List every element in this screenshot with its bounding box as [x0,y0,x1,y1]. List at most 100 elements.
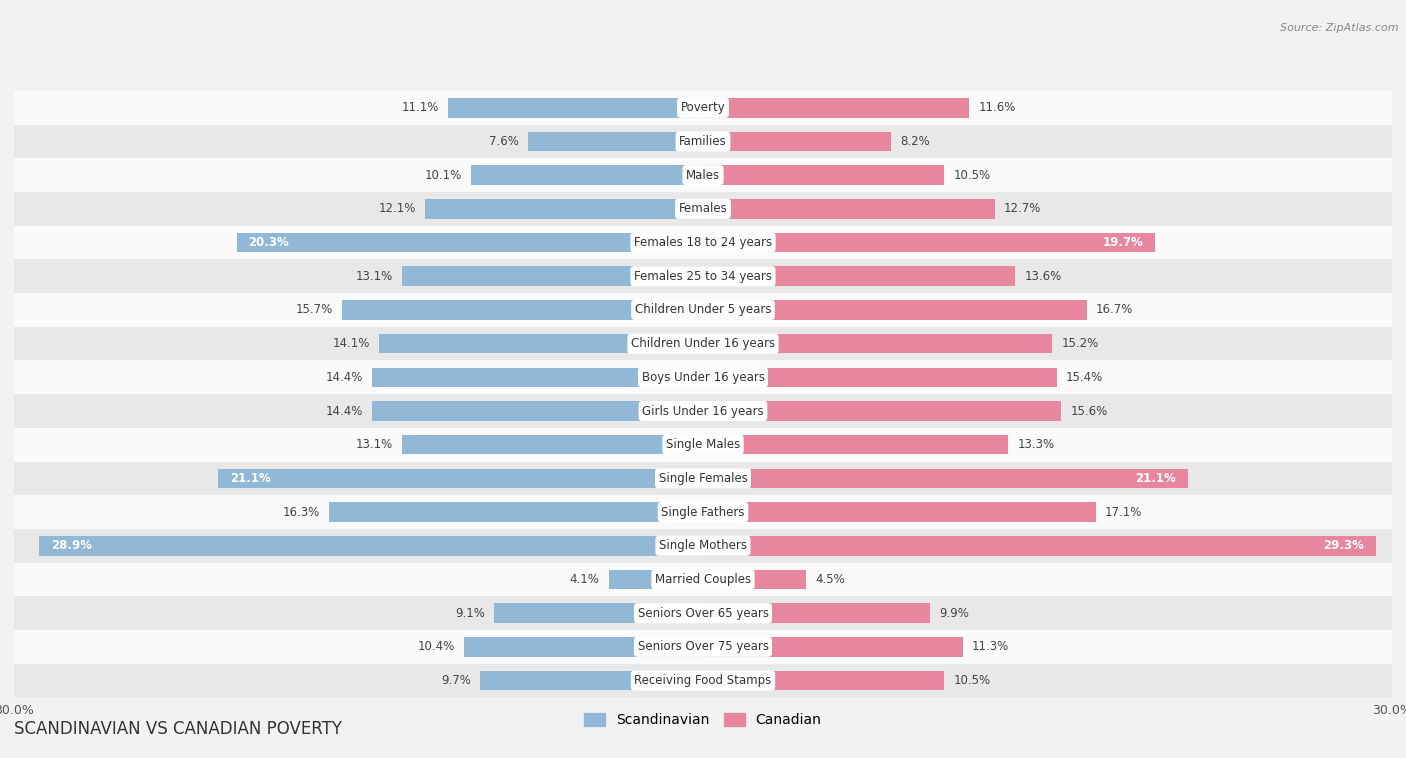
Text: Children Under 5 years: Children Under 5 years [634,303,772,316]
Text: 10.4%: 10.4% [418,641,456,653]
Text: 10.5%: 10.5% [953,169,990,182]
Text: 21.1%: 21.1% [1135,472,1175,485]
Text: 14.1%: 14.1% [333,337,370,350]
Text: Girls Under 16 years: Girls Under 16 years [643,405,763,418]
Bar [529,132,703,152]
Bar [703,468,1188,488]
Bar [703,603,931,623]
Text: Single Females: Single Females [658,472,748,485]
Bar [703,637,963,656]
Bar [14,91,1392,124]
Bar [14,428,1392,462]
Text: 10.1%: 10.1% [425,169,461,182]
Bar [703,570,807,589]
Text: Source: ZipAtlas.com: Source: ZipAtlas.com [1281,23,1399,33]
Text: Single Fathers: Single Fathers [661,506,745,518]
Bar [703,300,1087,320]
Bar [703,536,1376,556]
Text: 15.7%: 15.7% [297,303,333,316]
Text: 14.4%: 14.4% [326,371,363,384]
Text: 12.1%: 12.1% [378,202,416,215]
Text: 13.6%: 13.6% [1025,270,1062,283]
Bar [14,226,1392,259]
Bar [703,503,1095,522]
Text: Boys Under 16 years: Boys Under 16 years [641,371,765,384]
Text: 8.2%: 8.2% [900,135,931,148]
Bar [402,267,703,286]
Text: Seniors Over 65 years: Seniors Over 65 years [637,606,769,619]
Bar [373,401,703,421]
Bar [380,334,703,353]
Bar [703,199,994,218]
Bar [373,368,703,387]
Text: 21.1%: 21.1% [231,472,271,485]
Bar [14,259,1392,293]
Text: 10.5%: 10.5% [953,674,990,687]
Bar [329,503,703,522]
Text: Seniors Over 75 years: Seniors Over 75 years [637,641,769,653]
Text: Males: Males [686,169,720,182]
Bar [39,536,703,556]
Bar [402,435,703,455]
Bar [703,132,891,152]
Text: 14.4%: 14.4% [326,405,363,418]
Text: 28.9%: 28.9% [51,539,91,553]
Bar [449,98,703,117]
Text: 11.1%: 11.1% [402,102,439,114]
Text: 9.9%: 9.9% [939,606,969,619]
Bar [481,671,703,691]
Bar [14,394,1392,428]
Bar [494,603,703,623]
Bar [703,267,1015,286]
Bar [703,98,969,117]
Text: 19.7%: 19.7% [1104,236,1144,249]
Text: 15.4%: 15.4% [1066,371,1104,384]
Bar [343,300,703,320]
Bar [703,368,1057,387]
Bar [14,462,1392,495]
Text: 9.1%: 9.1% [456,606,485,619]
Text: Females: Females [679,202,727,215]
Bar [703,401,1062,421]
Bar [703,671,945,691]
Text: SCANDINAVIAN VS CANADIAN POVERTY: SCANDINAVIAN VS CANADIAN POVERTY [14,720,342,738]
Text: 12.7%: 12.7% [1004,202,1042,215]
Bar [14,495,1392,529]
Text: 13.1%: 13.1% [356,438,392,451]
Bar [14,597,1392,630]
Text: 20.3%: 20.3% [249,236,290,249]
Bar [14,630,1392,664]
Text: Single Mothers: Single Mothers [659,539,747,553]
Bar [703,435,1008,455]
Text: Poverty: Poverty [681,102,725,114]
Bar [14,192,1392,226]
Text: 16.7%: 16.7% [1095,303,1133,316]
Bar [425,199,703,218]
Text: 11.6%: 11.6% [979,102,1017,114]
Text: Females 25 to 34 years: Females 25 to 34 years [634,270,772,283]
Bar [236,233,703,252]
Text: 13.3%: 13.3% [1018,438,1054,451]
Bar [471,165,703,185]
Text: 7.6%: 7.6% [489,135,519,148]
Text: 4.5%: 4.5% [815,573,845,586]
Text: Families: Families [679,135,727,148]
Text: Married Couples: Married Couples [655,573,751,586]
Bar [14,529,1392,562]
Bar [703,233,1156,252]
Text: 9.7%: 9.7% [441,674,471,687]
Bar [14,124,1392,158]
Text: 4.1%: 4.1% [569,573,599,586]
Text: Receiving Food Stamps: Receiving Food Stamps [634,674,772,687]
Bar [609,570,703,589]
Text: 17.1%: 17.1% [1105,506,1142,518]
Bar [218,468,703,488]
Bar [464,637,703,656]
Bar [14,562,1392,597]
Text: Females 18 to 24 years: Females 18 to 24 years [634,236,772,249]
Bar [14,327,1392,361]
Bar [703,165,945,185]
Legend: Scandinavian, Canadian: Scandinavian, Canadian [579,708,827,733]
Bar [14,293,1392,327]
Bar [703,334,1052,353]
